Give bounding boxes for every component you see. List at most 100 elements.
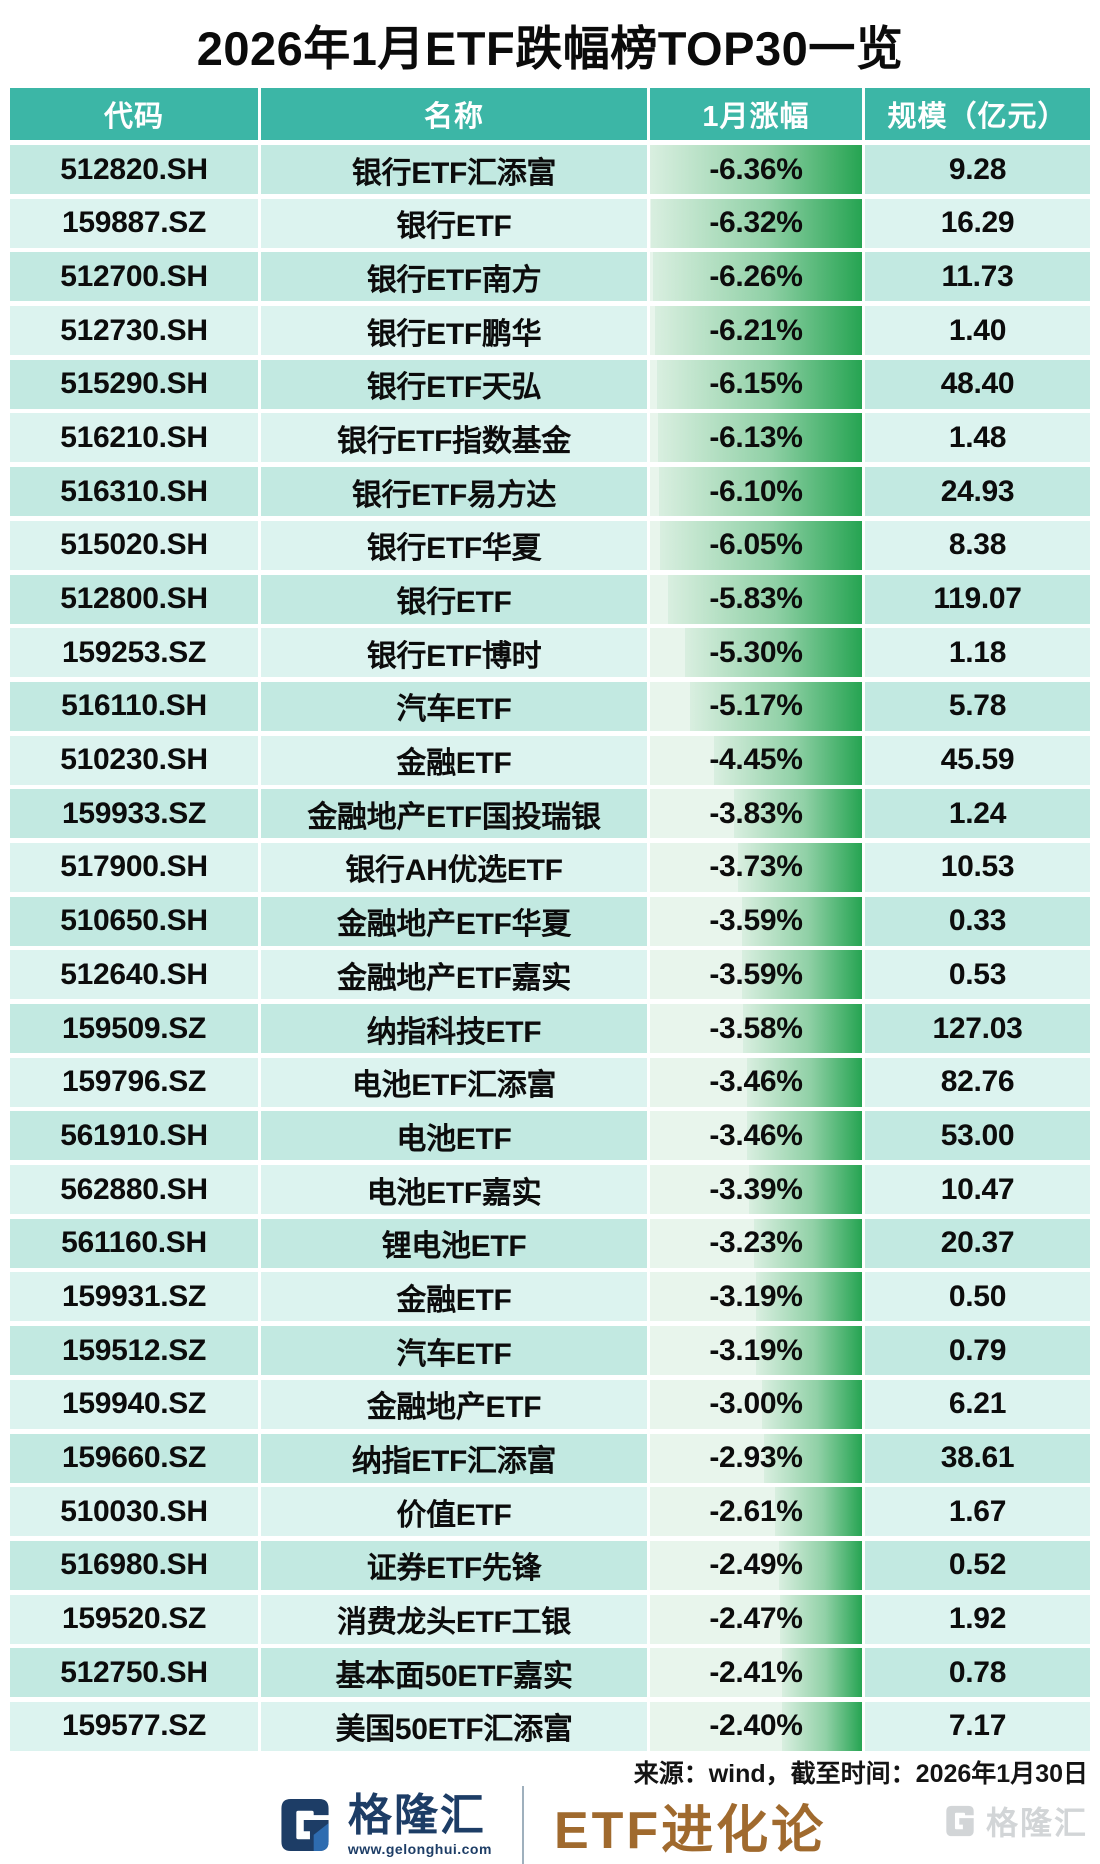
table-row: 512820.SH 银行ETF汇添富 -6.36% 9.28 [10,145,1090,194]
etf-scale: 10.53 [865,842,1090,892]
table-row: 159509.SZ 纳指科技ETF -3.58% 127.03 [10,1004,1090,1053]
etf-scale: 1.48 [865,413,1090,463]
etf-name: 银行ETF南方 [261,252,647,302]
etf-scale: 45.59 [865,735,1090,785]
etf-name: 金融地产ETF华夏 [261,896,647,946]
etf-scale: 1.67 [865,1487,1090,1537]
header-change: 1月涨幅 [650,88,862,140]
header-name: 名称 [261,88,647,140]
etf-code: 512730.SH [10,306,258,356]
change-bar [660,520,862,570]
change-bar [737,842,862,892]
etf-name: 锂电池ETF [261,1218,647,1268]
etf-change: -4.45% [709,743,803,777]
etf-change: -3.23% [709,1226,803,1260]
change-bar [653,252,862,302]
etf-change-cell: -3.19% [650,1272,862,1322]
etf-code: 561910.SH [10,1111,258,1161]
etf-code: 516980.SH [10,1540,258,1590]
etf-scale: 1.40 [865,306,1090,356]
etf-scale: 16.29 [865,198,1090,248]
etf-code: 159933.SZ [10,789,258,839]
etf-name: 银行ETF博时 [261,628,647,678]
etf-change: -6.10% [709,474,803,508]
etf-change-cell: -6.13% [650,413,862,463]
change-bar [658,467,862,517]
change-bar [657,359,862,409]
etf-change: -3.46% [709,1065,803,1099]
etf-change-cell: -5.83% [650,574,862,624]
etf-name: 基本面50ETF嘉实 [261,1648,647,1698]
etf-change: -3.83% [709,796,803,830]
change-bar [651,198,862,248]
etf-change-cell: -3.59% [650,896,862,946]
table-row: 517900.SH 银行AH优选ETF -3.73% 10.53 [10,842,1090,892]
etf-change-cell: -3.19% [650,1326,862,1376]
etf-change-cell: -6.10% [650,467,862,517]
etf-name: 汽车ETF [261,681,647,731]
etf-change-cell: -6.05% [650,520,862,570]
table-row: 159796.SZ 电池ETF汇添富 -3.46% 82.76 [10,1057,1090,1107]
change-bar [781,1648,862,1698]
etf-scale: 119.07 [865,574,1090,624]
table-row: 159520.SZ 消费龙头ETF工银 -2.47% 1.92 [10,1594,1090,1644]
etf-code: 510230.SH [10,735,258,785]
etf-change-cell: -3.46% [650,1111,862,1161]
change-bar [761,1379,862,1429]
change-bar [667,574,862,624]
header-code: 代码 [10,88,258,140]
etf-change-cell: -3.73% [650,842,862,892]
brand-url: www.gelonghui.com [347,1840,492,1857]
etf-name: 银行ETF [261,198,647,248]
table-row: 510030.SH 价值ETF -2.61% 1.67 [10,1487,1090,1537]
etf-change-cell: -2.93% [650,1433,862,1483]
etf-scale: 11.73 [865,252,1090,302]
table-row: 159933.SZ 金融地产ETF国投瑞银 -3.83% 1.24 [10,789,1090,839]
etf-change-cell: -4.45% [650,735,862,785]
etf-change: -2.93% [709,1441,803,1474]
etf-code: 517900.SH [10,842,258,892]
table-row: 561160.SH 锂电池ETF -3.23% 20.37 [10,1218,1090,1268]
etf-scale: 20.37 [865,1218,1090,1268]
change-bar [713,735,862,785]
etf-change: -5.17% [709,689,803,723]
change-bar [782,1701,862,1751]
etf-code: 512640.SH [10,950,258,1000]
change-bar [657,413,862,463]
etf-name: 银行ETF指数基金 [261,413,647,463]
table-row: 159660.SZ 纳指ETF汇添富 -2.93% 38.61 [10,1433,1090,1483]
etf-change-cell: -6.26% [650,252,862,302]
etf-scale: 38.61 [865,1433,1090,1483]
gelonghui-logo-icon [281,1798,329,1852]
table-row: 512800.SH 银行ETF -5.83% 119.07 [10,574,1090,624]
etf-name: 银行ETF天弘 [261,359,647,409]
etf-name: 银行ETF易方达 [261,467,647,517]
etf-change: -3.59% [709,957,803,991]
etf-change-cell: -6.32% [650,198,862,248]
etf-code: 516210.SH [10,413,258,463]
etf-scale: 0.50 [865,1272,1090,1322]
etf-change: -6.13% [709,420,803,454]
table-body: 512820.SH 银行ETF汇添富 -6.36% 9.28 159887.SZ… [10,145,1090,1751]
watermark: 格隆汇 [942,1798,1088,1844]
etf-name: 消费龙头ETF工银 [261,1594,647,1644]
etf-code: 516310.SH [10,467,258,517]
etf-name: 电池ETF [261,1111,647,1161]
etf-code: 512700.SH [10,252,258,302]
etf-change: -3.73% [709,850,803,884]
change-bar [749,1165,862,1215]
change-bar [742,950,862,1000]
etf-change-cell: -2.61% [650,1487,862,1537]
table-row: 516110.SH 汽车ETF -5.17% 5.78 [10,681,1090,731]
change-bar [746,1057,862,1107]
change-bar [742,896,862,946]
table-row: 510650.SH 金融地产ETF华夏 -3.59% 0.33 [10,896,1090,946]
etf-code: 512820.SH [10,145,258,194]
etf-name: 美国50ETF汇添富 [261,1701,647,1751]
etf-name: 银行ETF汇添富 [261,145,647,194]
etf-change-cell: -3.23% [650,1218,862,1268]
etf-change: -3.39% [709,1172,803,1206]
change-bar [764,1433,862,1483]
etf-change-cell: -3.00% [650,1379,862,1429]
etf-change: -3.58% [709,1011,803,1045]
